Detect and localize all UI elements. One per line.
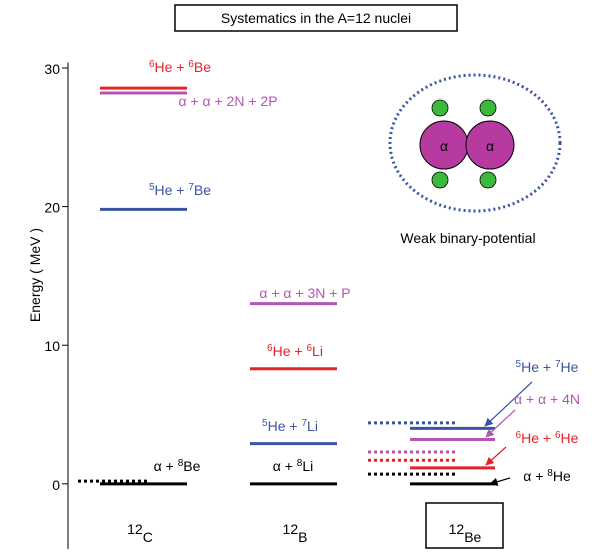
level-label: α + α + 3N + P [259, 285, 350, 301]
arrow [486, 410, 515, 437]
label-text: B [298, 529, 307, 545]
nucleon [480, 172, 496, 188]
level-label: α + 8Li [273, 458, 314, 475]
label-text: He + [521, 359, 555, 375]
level-label: α + 8Be [154, 458, 201, 475]
label-text: Be [194, 182, 211, 198]
level-label: α + α + 2N + 2P [178, 93, 277, 109]
page: {"chart_data": { "type": "level", "title… [0, 0, 601, 559]
alpha-label: α [486, 138, 494, 154]
alpha-label: α [440, 138, 448, 154]
label-text: α + α + 4N [514, 391, 580, 407]
level-label: 6He + 6Li [267, 343, 323, 360]
level-label: 6He + 6Be [149, 59, 211, 76]
label-text: He + [273, 343, 307, 359]
label-text: α + α + 2N + 2P [178, 93, 277, 109]
nucleus-label: 12Be [449, 521, 482, 545]
label-text: α + [523, 468, 547, 484]
arrow [486, 447, 506, 465]
level-label: 5He + 7Be [149, 182, 211, 199]
label-text: α + [273, 458, 297, 474]
label-text: He [561, 430, 579, 446]
label-text: He [553, 468, 571, 484]
label-text: He + [155, 59, 189, 75]
cluster-inset: α α Weak binary-potential [390, 75, 560, 246]
label-text: He + [268, 418, 302, 434]
chart: Systematics in the A=12 nuclei Energy ( … [0, 0, 601, 559]
label-text: He + [155, 182, 189, 198]
label-text: Be [194, 59, 211, 75]
superscript: 12 [127, 521, 143, 537]
level-label: 5He + 7He [516, 359, 579, 376]
label-text: Li [302, 458, 313, 474]
label-text: α + [154, 458, 178, 474]
level-label: 5He + 7Li [262, 418, 318, 435]
label-text: C [143, 529, 153, 545]
y-tick-label: 0 [52, 477, 60, 493]
label-text: He [561, 359, 579, 375]
nucleon [432, 100, 448, 116]
label-text: Be [464, 529, 481, 545]
level-label: 6He + 6He [516, 430, 579, 447]
label-text: α + α + 3N + P [259, 285, 350, 301]
nucleon [432, 172, 448, 188]
superscript: 12 [449, 521, 465, 537]
chart-title: Systematics in the A=12 nuclei [221, 10, 411, 26]
y-axis-label: Energy ( MeV ) [27, 228, 43, 322]
label-text: Be [183, 458, 200, 474]
label-text: Li [307, 418, 318, 434]
nucleon [480, 100, 496, 116]
y-tick-label: 10 [44, 338, 60, 354]
label-text: Li [312, 343, 323, 359]
label-text: He + [521, 430, 555, 446]
y-tick-label: 30 [44, 61, 60, 77]
y-tick-label: 20 [44, 200, 60, 216]
superscript: 12 [283, 521, 299, 537]
level-label: α + α + 4N [514, 391, 580, 407]
annotation: Weak binary-potential [400, 230, 535, 246]
nucleus-label: 12B [283, 521, 308, 545]
arrow [490, 478, 510, 484]
level-label: α + 8He [523, 468, 571, 485]
nucleus-label: 12C [127, 521, 153, 545]
